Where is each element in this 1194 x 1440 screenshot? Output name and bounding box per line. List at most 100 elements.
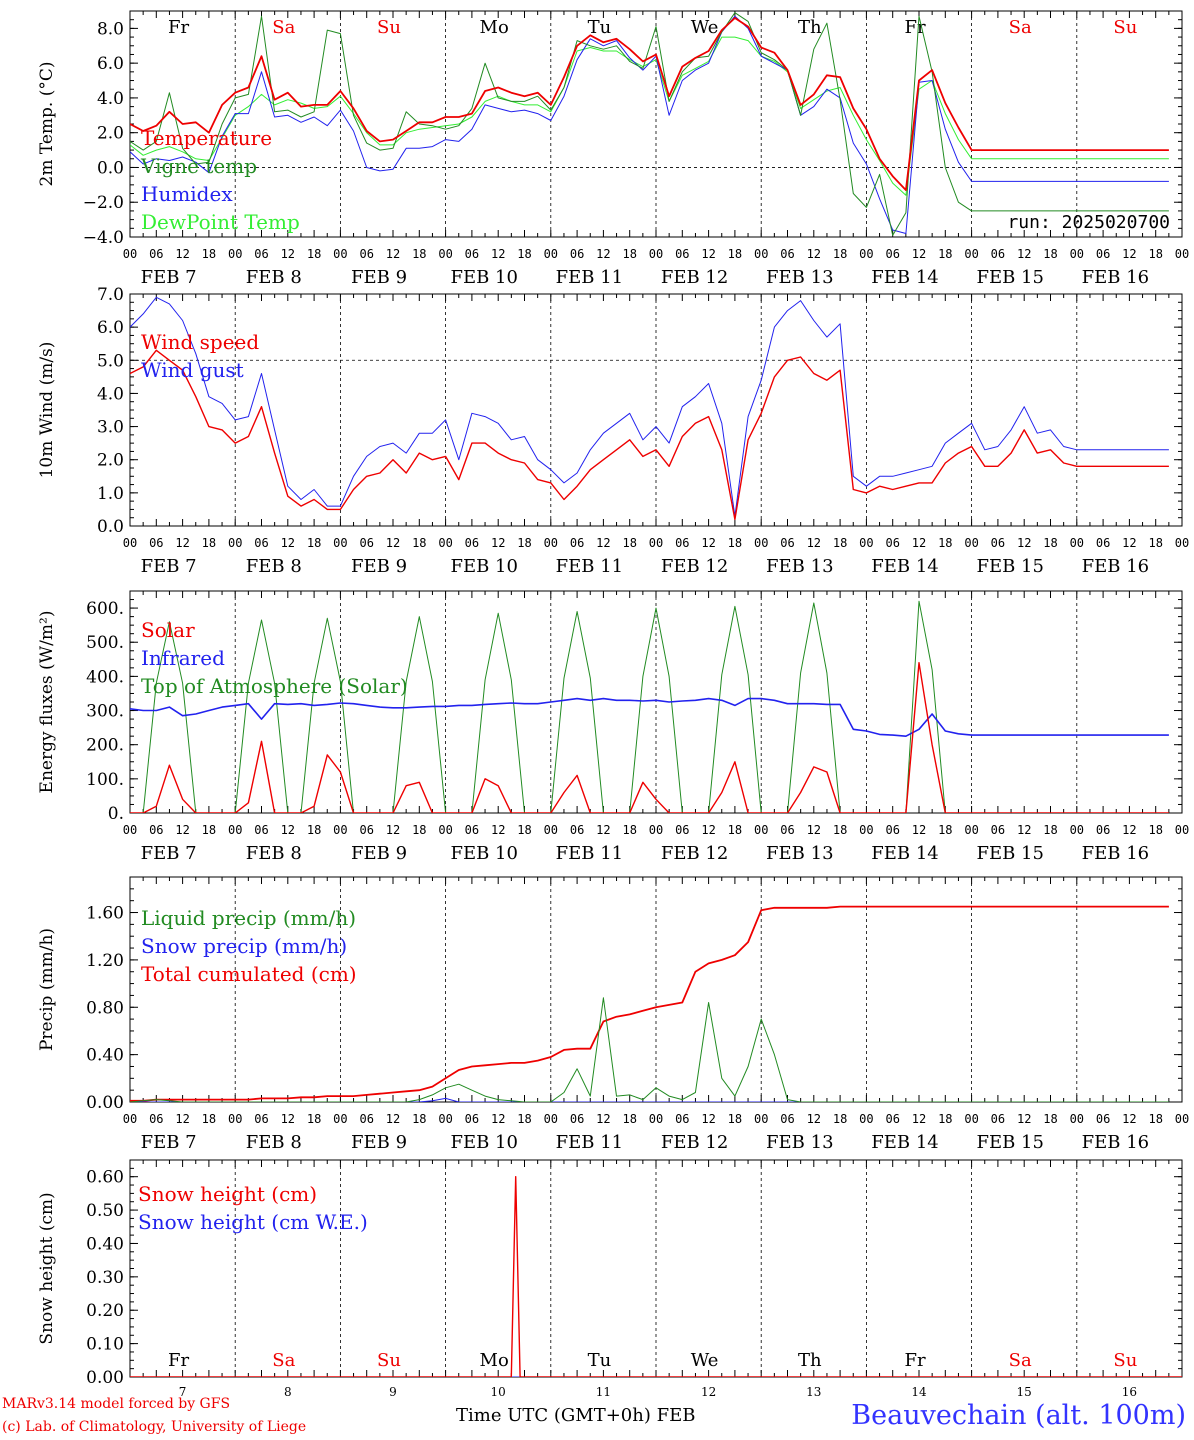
energy-date-label: FEB 10 [450,843,517,864]
precip-y-tick-label: 0.40 [86,1046,124,1066]
wind-hour-label: 12 [281,536,295,550]
precip-hour-label: 06 [149,1112,163,1126]
energy-hour-label: 18 [728,823,742,837]
energy-hour-label: 06 [885,823,899,837]
snow-y-axis-label: Snow height (cm) [37,1192,57,1344]
temp-hour-label: 00 [649,247,663,261]
snow-panel: 0.00 0.10 0.20 0.30 0.40 0.50 0.60 Snow height … [37,1159,1183,1399]
wind-date-label: FEB 9 [351,556,407,577]
energy-hour-label: 18 [412,823,426,837]
day-number-label: 11 [596,1385,611,1399]
precip-hour-label: 12 [281,1112,295,1126]
energy-hour-label: 18 [202,823,216,837]
wind-hour-label: 00 [964,536,978,550]
energy-hour-label: 00 [544,823,558,837]
temp-date-label: FEB 8 [246,267,302,288]
precip-hour-label: 00 [1175,1112,1189,1126]
energy-legend-entry: Infrared [141,646,225,670]
energy-date-label: FEB 7 [141,843,197,864]
snow-weekday-label: Tu [588,1350,612,1371]
day-number-label: 7 [179,1385,187,1399]
energy-hour-label: 12 [912,823,926,837]
energy-y-axis-label: Energy fluxes (W/m²) [37,611,57,794]
wind-legend-entry: Wind gust [141,358,244,382]
day-number-label: 14 [911,1385,927,1399]
temp-hour-label: 00 [123,247,137,261]
wind-hour-label: 06 [1096,536,1110,550]
snow-y-tick-label: 0.40 [86,1234,124,1254]
wind-panel: 0.0 1.0 2.0 3.0 4.0 5.0 6.0 7.0 10m Wind (m/s) 00… [37,285,1189,577]
wind-date-label: FEB 7 [141,556,197,577]
temp-weekday-label: Su [1113,17,1137,38]
precip-hour-label: 12 [1122,1112,1136,1126]
precip-hour-label: 06 [1096,1112,1110,1126]
temp-panel: −4.0 −2.0 0.0 2.0 4.0 6.0 8.0 2m Temp. (°C) 00 06… [37,10,1189,288]
precip-hour-label: 00 [228,1112,242,1126]
energy-hour-label: 12 [596,823,610,837]
energy-hour-label: 06 [570,823,584,837]
temp-hour-label: 12 [1122,247,1136,261]
wind-date-label: FEB 16 [1082,556,1149,577]
energy-hour-label: 00 [649,823,663,837]
wind-date-label: FEB 14 [871,556,938,577]
snow-y-tick-label: 0.10 [86,1335,124,1355]
precip-hour-label: 06 [359,1112,373,1126]
precip-hour-label: 18 [622,1112,636,1126]
temp-hour-label: 06 [1096,247,1110,261]
precip-hour-label: 06 [991,1112,1005,1126]
energy-hour-label: 00 [859,823,873,837]
snow-weekday-label: Sa [272,1350,295,1371]
snow-weekday-label: Sa [1009,1350,1032,1371]
precip-hour-label: 18 [833,1112,847,1126]
wind-series-line-1 [130,296,1169,517]
wind-date-label: FEB 11 [556,556,623,577]
temp-hour-label: 12 [596,247,610,261]
precip-date-label: FEB 13 [766,1132,833,1153]
energy-hour-label: 00 [964,823,978,837]
temp-date-label: FEB 15 [976,267,1043,288]
precip-hour-label: 06 [254,1112,268,1126]
snow-weekday-label: Su [1113,1350,1137,1371]
temp-date-label: FEB 7 [141,267,197,288]
temp-y-tick-label: 6.0 [97,54,124,74]
wind-hour-label: 12 [912,536,926,550]
energy-y-tick-label: 400. [86,667,124,687]
wind-hour-label: 00 [544,536,558,550]
wind-hour-label: 18 [412,536,426,550]
temp-series-line-0 [130,17,1169,192]
wind-hour-label: 00 [228,536,242,550]
wind-hour-label: 00 [754,536,768,550]
wind-hour-label: 00 [123,536,137,550]
precip-date-label: FEB 11 [556,1132,623,1153]
wind-hour-label: 00 [859,536,873,550]
precip-hour-label: 12 [596,1112,610,1126]
wind-series-group [130,296,1169,521]
temp-hour-label: 00 [438,247,452,261]
time-axis-title-text: Time UTC (GMT+0h) [456,1405,651,1426]
precip-date-label: FEB 12 [661,1132,728,1153]
temp-hour-label: 18 [728,247,742,261]
wind-y-tick-label: 4.0 [97,384,124,404]
precip-legend-entry: Snow precip (mm/h) [141,934,347,958]
snow-y-tick-label: 0.00 [86,1368,124,1388]
snow-weekday-label: Fr [168,1350,189,1371]
temp-hour-label: 18 [307,247,321,261]
snow-series-group [130,1175,1182,1377]
wind-hour-label: 00 [649,536,663,550]
temp-date-label: FEB 12 [661,267,728,288]
energy-hour-label: 12 [1122,823,1136,837]
temp-hour-label: 12 [1017,247,1031,261]
temp-run-annotation: run: 2025020700 [1007,212,1170,233]
temp-hour-label: 06 [570,247,584,261]
wind-y-tick-label: 0.0 [97,517,124,537]
day-number-label: 12 [701,1385,716,1399]
energy-hour-label: 06 [675,823,689,837]
wind-legend-entry: Wind speed [141,330,259,354]
energy-legend-entry: Solar [141,618,195,642]
precip-date-label: FEB 7 [141,1132,197,1153]
day-number-label: 15 [1017,1385,1032,1399]
energy-y-tick-label: 300. [86,702,124,722]
precip-hour-label: 00 [438,1112,452,1126]
precip-date-label: FEB 16 [1082,1132,1149,1153]
temp-weekday-label: Th [798,17,822,38]
